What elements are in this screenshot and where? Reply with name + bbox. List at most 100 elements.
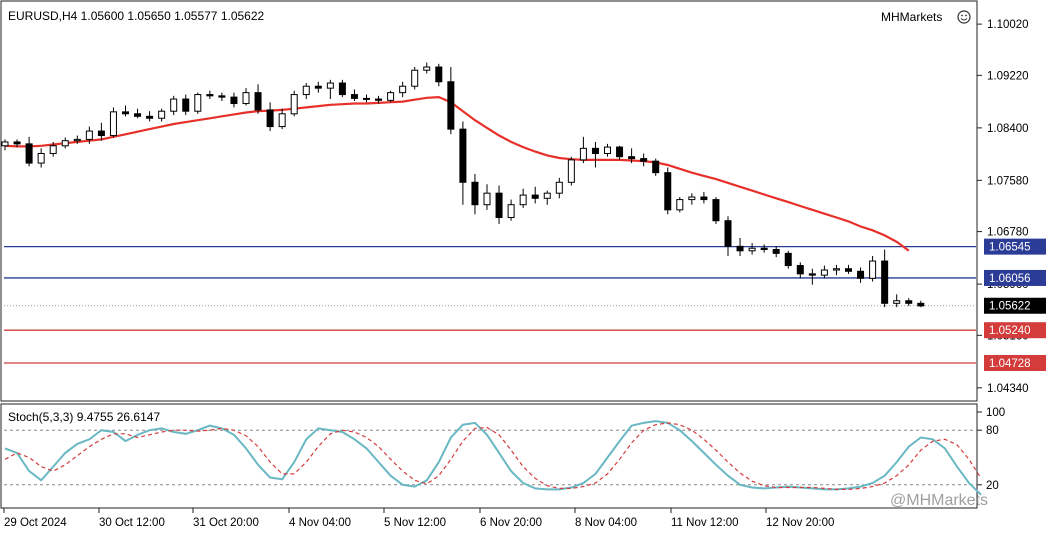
candle-body bbox=[784, 252, 792, 267]
candle bbox=[857, 267, 865, 283]
price-tag-label: 1.06056 bbox=[989, 273, 1031, 285]
candle bbox=[387, 90, 395, 103]
candle-body bbox=[302, 85, 310, 96]
candle bbox=[772, 246, 780, 258]
candle bbox=[109, 107, 117, 138]
price-tick-label: 1.04340 bbox=[987, 383, 1029, 395]
candle-body bbox=[917, 302, 925, 307]
candle-body bbox=[507, 204, 515, 219]
candle bbox=[326, 79, 334, 100]
candle bbox=[820, 265, 828, 279]
candle-body bbox=[616, 146, 624, 158]
price-tag bbox=[984, 322, 1046, 339]
candle bbox=[170, 95, 178, 116]
candle-body bbox=[495, 192, 503, 219]
candle-body bbox=[905, 300, 913, 304]
candle-body bbox=[314, 85, 322, 89]
candle bbox=[616, 145, 624, 160]
candle-body bbox=[604, 146, 611, 154]
candle-body bbox=[411, 69, 419, 87]
price-axis: 1.100201.092201.084001.075801.067801.059… bbox=[977, 19, 1029, 395]
candle bbox=[808, 268, 816, 285]
candle bbox=[628, 148, 636, 164]
candle-body bbox=[640, 158, 648, 162]
candle-body bbox=[832, 268, 840, 271]
candle bbox=[375, 95, 383, 104]
time-tick-label: 30 Oct 12:00 bbox=[99, 517, 165, 529]
price-tag-label: 1.04728 bbox=[989, 358, 1031, 370]
time-tick-label: 12 Nov 20:00 bbox=[766, 517, 834, 529]
candle-body bbox=[459, 128, 467, 183]
candle bbox=[423, 62, 431, 74]
moving-average bbox=[4, 95, 910, 252]
candle bbox=[736, 237, 744, 256]
price-tag bbox=[984, 269, 1046, 286]
candle bbox=[676, 197, 684, 213]
candle bbox=[73, 135, 81, 144]
candle-body bbox=[387, 92, 395, 101]
watermark: @MHMarkets bbox=[890, 492, 988, 509]
candle-body bbox=[134, 113, 142, 117]
candle bbox=[784, 250, 792, 269]
time-tick-label: 4 Nov 04:00 bbox=[289, 517, 351, 529]
time-tick-label: 6 Nov 20:00 bbox=[480, 517, 542, 529]
candlesticks bbox=[1, 62, 925, 308]
ma-line bbox=[4, 95, 910, 252]
candle-body bbox=[230, 96, 238, 105]
candle bbox=[471, 173, 479, 215]
candle-body bbox=[49, 145, 57, 154]
candle-body bbox=[13, 141, 21, 145]
candle-body bbox=[182, 98, 190, 112]
price-tag bbox=[984, 297, 1046, 314]
candle bbox=[206, 90, 214, 100]
candle-body bbox=[567, 159, 575, 183]
candle bbox=[218, 92, 226, 101]
candle bbox=[338, 79, 346, 98]
candle-body bbox=[194, 94, 202, 112]
symbol-info: EURUSD,H4 1.05600 1.05650 1.05577 1.0562… bbox=[8, 9, 265, 23]
price-tags: 1.06545 1.06056 1.05622 1.05240 1.04728 bbox=[984, 238, 1046, 371]
time-tick-label: 11 Nov 12:00 bbox=[671, 517, 739, 529]
candle-body bbox=[278, 113, 286, 128]
candle-body bbox=[796, 265, 804, 275]
candle bbox=[278, 108, 286, 130]
candle bbox=[543, 190, 551, 205]
candle-body bbox=[1, 141, 9, 147]
price-panel-frame bbox=[0, 0, 978, 402]
candle-body bbox=[218, 95, 226, 98]
broker-logo-text: MHMarkets bbox=[881, 10, 942, 24]
price-tick-label: 1.07580 bbox=[987, 175, 1029, 187]
candle bbox=[122, 105, 129, 117]
candle-body bbox=[736, 245, 744, 252]
stoch-tick-label: 100 bbox=[986, 407, 1005, 419]
candle bbox=[97, 122, 105, 141]
candle-body bbox=[266, 109, 274, 128]
time-tick-label: 31 Oct 20:00 bbox=[193, 517, 259, 529]
candle-body bbox=[724, 220, 732, 247]
candle-body bbox=[146, 115, 154, 119]
candle-body bbox=[652, 160, 660, 174]
candle-body bbox=[483, 192, 491, 206]
candle bbox=[85, 126, 93, 144]
candle bbox=[748, 243, 756, 255]
candle-body bbox=[399, 85, 407, 94]
price-tag bbox=[984, 238, 1046, 255]
candle bbox=[591, 141, 599, 168]
candle-body bbox=[845, 268, 852, 272]
candle-body bbox=[97, 130, 105, 137]
candle bbox=[700, 191, 708, 204]
candle bbox=[495, 185, 503, 224]
candle-body bbox=[73, 138, 81, 142]
candle bbox=[411, 67, 419, 90]
candle bbox=[604, 143, 611, 157]
candle bbox=[13, 139, 21, 148]
candle bbox=[796, 262, 804, 279]
candle bbox=[688, 193, 696, 205]
candle bbox=[230, 92, 238, 108]
candle bbox=[760, 244, 768, 253]
candle bbox=[290, 90, 298, 117]
candle-body bbox=[579, 147, 587, 161]
stoch-axis: 100 80 20 bbox=[977, 407, 1005, 492]
horizontal-levels bbox=[4, 245, 976, 364]
